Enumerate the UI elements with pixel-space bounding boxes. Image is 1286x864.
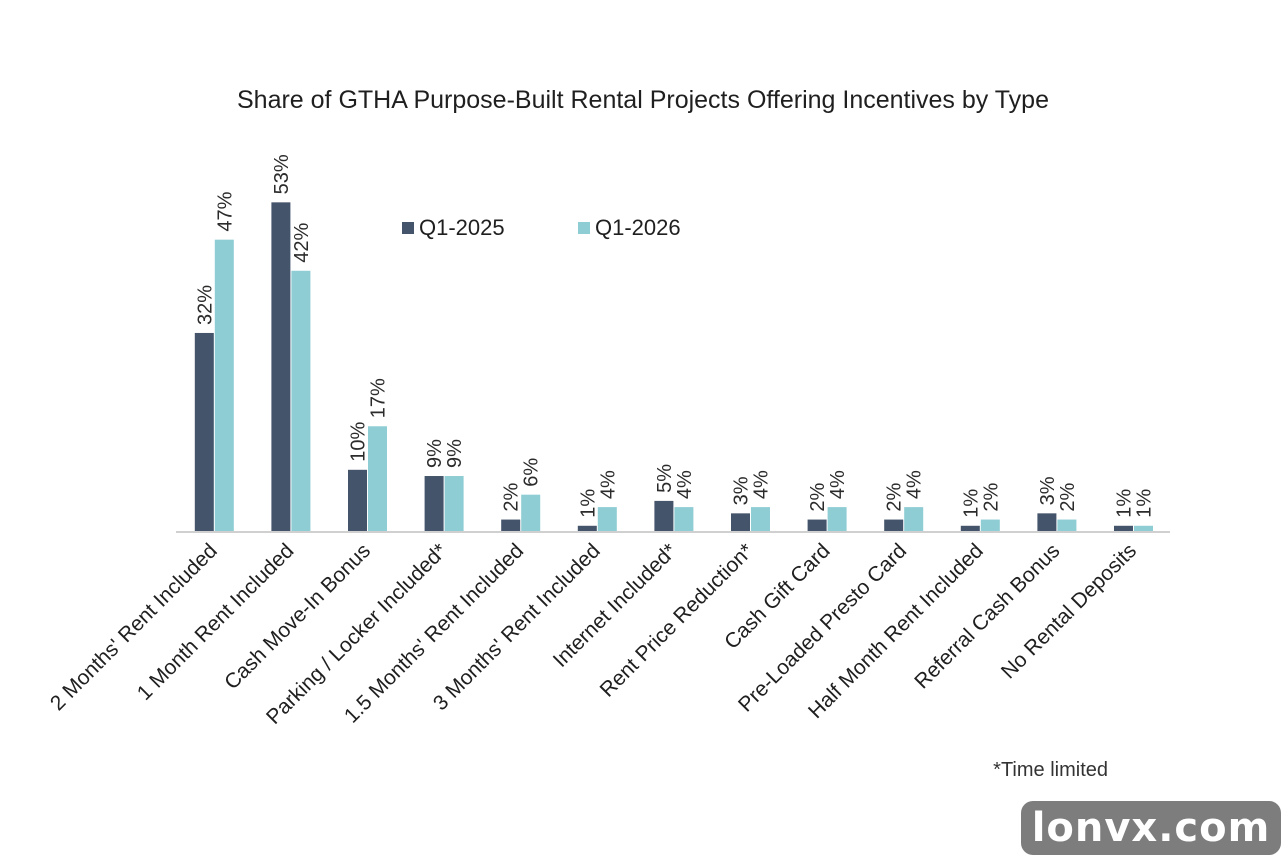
bar-q1-2026-2 bbox=[368, 426, 387, 532]
data-label: 53% bbox=[271, 154, 293, 194]
category-label: Cash Move-In Bonus bbox=[220, 539, 375, 694]
data-label: 2% bbox=[884, 482, 906, 511]
data-label: 4% bbox=[827, 470, 849, 499]
bar-q1-2026-10 bbox=[980, 519, 1000, 532]
watermark-text: lonvx.com bbox=[1031, 805, 1271, 851]
category-label: Referral Cash Bonus bbox=[910, 539, 1064, 693]
bar-q1-2025-3 bbox=[424, 476, 444, 532]
legend-swatch-q1-2025 bbox=[402, 222, 414, 234]
bar-q1-2026-9 bbox=[904, 507, 924, 532]
bar-q1-2026-5 bbox=[597, 507, 617, 532]
bar-q1-2025-10 bbox=[960, 525, 980, 532]
bar-q1-2026-8 bbox=[827, 507, 847, 532]
legend-label-q1-2025: Q1-2025 bbox=[419, 215, 505, 240]
data-label: 3% bbox=[731, 476, 753, 505]
bar-q1-2026-3 bbox=[444, 476, 464, 532]
data-label: 1% bbox=[577, 489, 599, 518]
data-label: 2% bbox=[980, 482, 1002, 511]
data-label: 9% bbox=[444, 439, 466, 468]
data-label: 1% bbox=[1114, 489, 1136, 518]
data-label: 17% bbox=[368, 378, 390, 418]
data-label: 2% bbox=[807, 482, 829, 511]
category-label: Rent Price Reduction* bbox=[596, 539, 758, 701]
data-label: 4% bbox=[904, 470, 926, 499]
data-label: 3% bbox=[1037, 476, 1059, 505]
bar-q1-2025-8 bbox=[807, 519, 827, 532]
chart-title: Share of GTHA Purpose-Built Rental Proje… bbox=[237, 86, 1049, 114]
bar-q1-2026-0 bbox=[214, 239, 234, 532]
bar-q1-2025-9 bbox=[884, 519, 904, 532]
bar-q1-2025-0 bbox=[194, 332, 214, 532]
bar-q1-2025-1 bbox=[271, 202, 291, 532]
legend: Q1-2025 Q1-2026 bbox=[402, 215, 681, 240]
bar-q1-2025-6 bbox=[654, 500, 674, 532]
legend-swatch-q1-2026 bbox=[578, 222, 590, 234]
bar-q1-2025-7 bbox=[731, 513, 750, 532]
bar-q1-2026-6 bbox=[674, 507, 694, 532]
data-label: 9% bbox=[424, 439, 446, 468]
data-label: 1% bbox=[960, 489, 982, 518]
data-labels-group: 32%47%53%42%10%17%9%9%2%6%1%4% 5%4% 3%4% 2%… bbox=[194, 154, 1155, 518]
bar-q1-2025-2 bbox=[348, 469, 367, 532]
bar-q1-2026-7 bbox=[751, 507, 770, 532]
bar-q1-2026-11 bbox=[1057, 519, 1077, 532]
data-label: 1% bbox=[1134, 489, 1156, 518]
bars-group bbox=[194, 202, 1153, 532]
data-label: 32% bbox=[194, 285, 216, 325]
watermark-badge: lonvx.com bbox=[1021, 801, 1281, 855]
data-label: 5% bbox=[654, 464, 676, 493]
category-label: No Rental Deposits bbox=[997, 539, 1141, 683]
footnote: *Time limited bbox=[993, 759, 1108, 781]
data-label: 10% bbox=[348, 422, 370, 462]
bar-q1-2026-12 bbox=[1134, 525, 1153, 532]
data-label: 4% bbox=[751, 470, 773, 499]
bar-q1-2026-4 bbox=[521, 494, 541, 532]
legend-label-q1-2026: Q1-2026 bbox=[595, 215, 681, 240]
bar-q1-2025-12 bbox=[1114, 525, 1133, 532]
data-label: 6% bbox=[521, 458, 543, 487]
category-label: 1 Month Rent Included bbox=[133, 539, 299, 705]
bar-q1-2026-1 bbox=[291, 270, 311, 532]
data-label: 4% bbox=[597, 470, 619, 499]
data-label: 2% bbox=[1057, 482, 1079, 511]
bar-q1-2025-5 bbox=[577, 525, 597, 532]
data-label: 2% bbox=[501, 482, 523, 511]
data-label: 4% bbox=[674, 470, 696, 499]
data-label: 47% bbox=[214, 191, 236, 231]
bar-q1-2025-11 bbox=[1037, 513, 1057, 532]
bar-q1-2025-4 bbox=[501, 519, 521, 532]
data-label: 42% bbox=[291, 223, 313, 263]
